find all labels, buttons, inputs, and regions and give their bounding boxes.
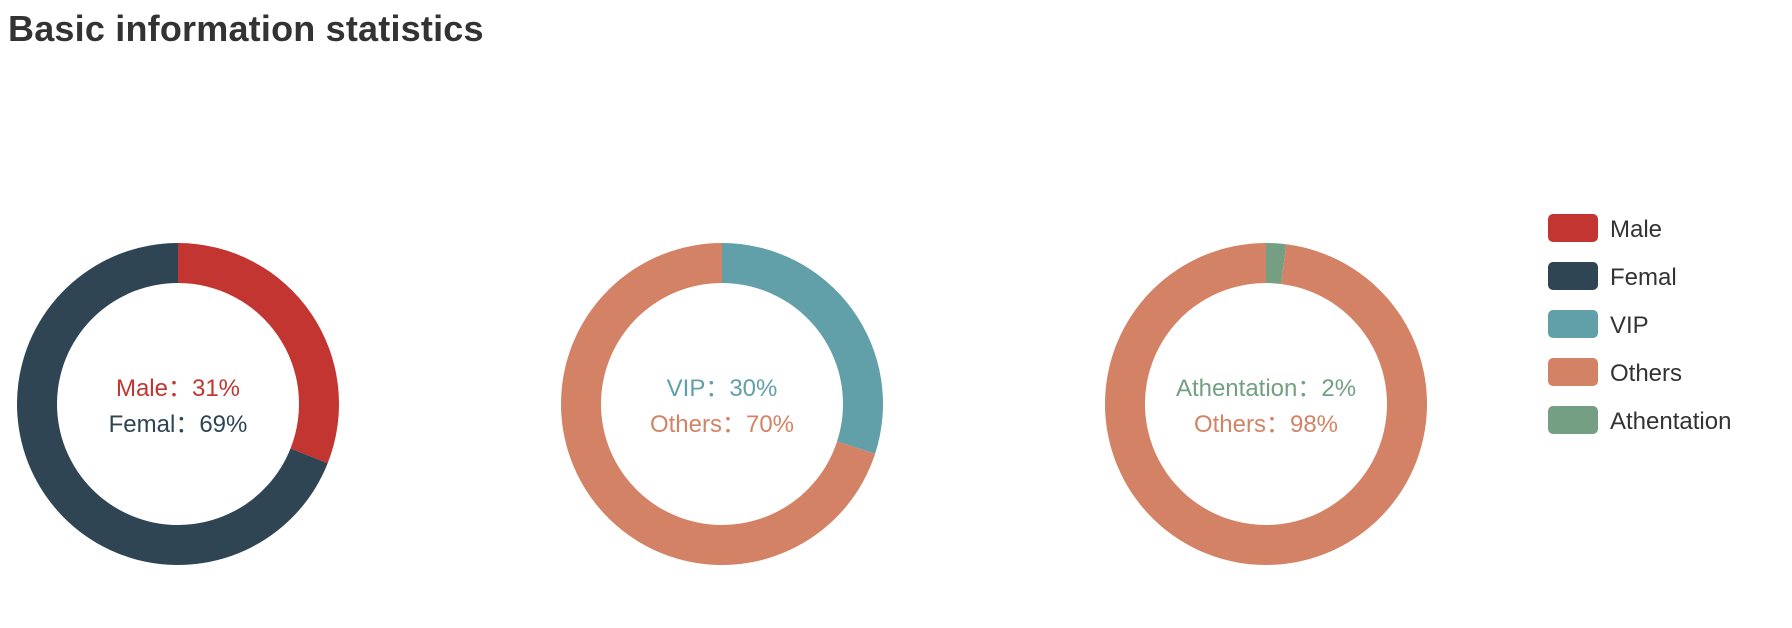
center-label-femal: Femal：69% <box>109 411 248 438</box>
center-label-others: Others：98% <box>1194 411 1338 438</box>
center-label-athentation: Athentation：2% <box>1176 375 1356 402</box>
slice-male[interactable] <box>178 243 339 464</box>
legend-label: Others <box>1610 360 1682 387</box>
center-label-male: Male：31% <box>116 375 240 402</box>
donut-group: Male：31% Femal：69% VIP：30% Others：70% Athent… <box>16 243 1427 565</box>
center-label-others: Others：70% <box>650 411 794 438</box>
legend-swatch <box>1548 214 1598 242</box>
legend-swatch <box>1548 262 1598 290</box>
legend-item-femal[interactable]: Femal <box>1548 262 1677 291</box>
legend-item-vip[interactable]: VIP <box>1548 310 1649 339</box>
legend-item-athentation[interactable]: Athentation <box>1548 406 1731 435</box>
chart-legend: Male Femal VIP Others Athentation <box>1548 214 1731 435</box>
slice-athentation[interactable] <box>1266 243 1287 284</box>
legend-label: Male <box>1610 216 1662 243</box>
legend-swatch <box>1548 358 1598 386</box>
slice-others[interactable] <box>1105 243 1427 565</box>
legend-swatch <box>1548 406 1598 434</box>
donut-chart-1: Male：31% Femal：69% <box>16 243 339 565</box>
legend-item-others[interactable]: Others <box>1548 358 1682 387</box>
legend-label: Femal <box>1610 264 1677 291</box>
center-label-vip: VIP：30% <box>667 375 778 402</box>
page-title: Basic information statistics <box>8 8 484 49</box>
slice-vip[interactable] <box>722 243 883 454</box>
legend-label: Athentation <box>1610 408 1731 435</box>
legend-item-male[interactable]: Male <box>1548 214 1662 243</box>
donut-chart-2: VIP：30% Others：70% <box>561 243 883 565</box>
legend-label: VIP <box>1610 312 1649 339</box>
legend-swatch <box>1548 310 1598 338</box>
donut-chart-3: Athentation：2% Others：98% <box>1105 243 1427 565</box>
